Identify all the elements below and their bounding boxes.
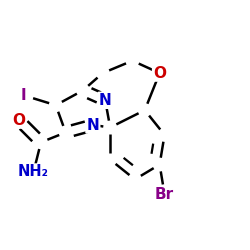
Text: N: N xyxy=(99,93,112,108)
Text: O: O xyxy=(153,66,166,80)
Text: Br: Br xyxy=(155,187,174,202)
Text: I: I xyxy=(21,88,26,103)
Text: N: N xyxy=(86,118,99,132)
Text: O: O xyxy=(12,112,25,128)
Text: NH₂: NH₂ xyxy=(18,164,49,180)
